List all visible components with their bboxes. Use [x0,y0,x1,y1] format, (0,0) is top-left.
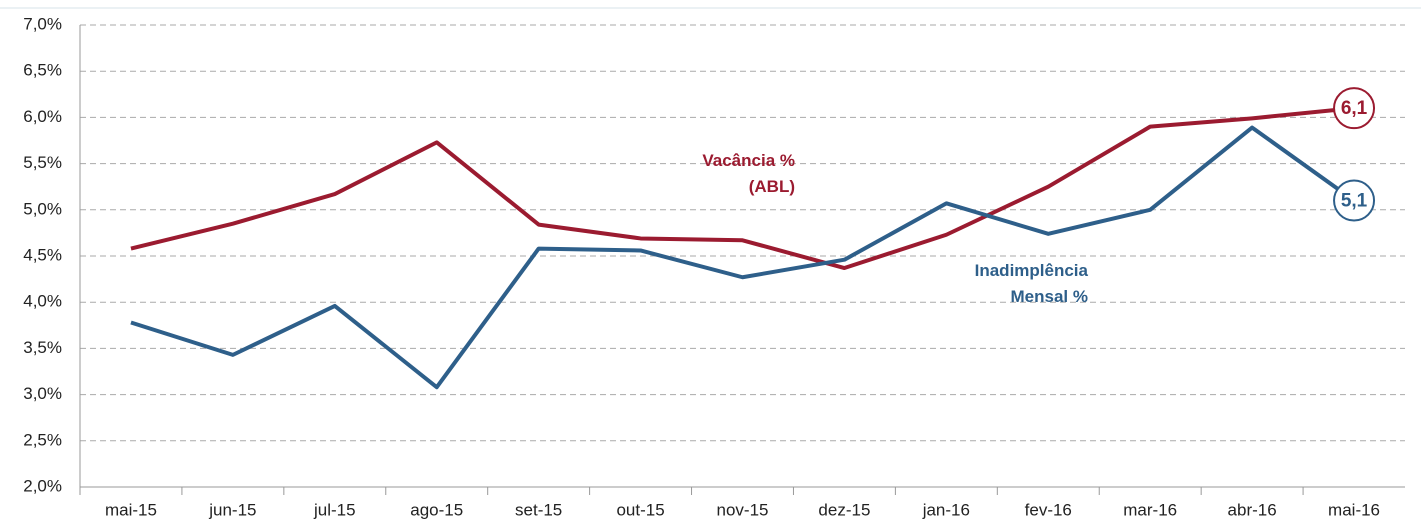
y-tick-label: 5,0% [23,199,62,218]
x-tick-label: fev-16 [1025,500,1072,519]
x-tick-label: mai-15 [105,500,157,519]
value-label-circle [1333,87,1376,130]
x-tick-label: jun-15 [208,500,256,519]
y-tick-label: 4,5% [23,245,62,264]
value-label: 6,1 [1341,98,1368,119]
x-tick-label: out-15 [616,500,664,519]
y-tick-label: 3,5% [23,338,62,357]
x-tick-label: ago-15 [410,500,463,519]
x-tick-label: dez-15 [818,500,870,519]
x-tick-label: mai-16 [1328,500,1380,519]
x-tick-label: jan-16 [922,500,970,519]
x-tick-label: abr-16 [1228,500,1277,519]
line [130,125,1356,390]
y-tick-label: 6,0% [23,107,62,126]
x-tick-label: mar-16 [1123,500,1177,519]
value-label-circle [1333,179,1376,222]
x-tick-label: nov-15 [717,500,769,519]
y-tick-label: 6,5% [23,61,62,80]
line [130,106,1355,271]
y-tick-label: 7,0% [23,14,62,33]
y-tick-label: 5,5% [23,153,62,172]
x-tick-label: jul-15 [313,500,356,519]
y-tick-label: 2,0% [23,476,62,495]
series-label: Inadimplência Mensal % [974,261,1088,306]
value-label: 5,1 [1341,191,1368,212]
y-tick-label: 4,0% [23,292,62,311]
y-tick-label: 3,0% [23,384,62,403]
y-tick-label: 2,5% [23,430,62,449]
x-tick-label: set-15 [515,500,562,519]
series-label: Vacância % (ABL) [702,151,795,196]
